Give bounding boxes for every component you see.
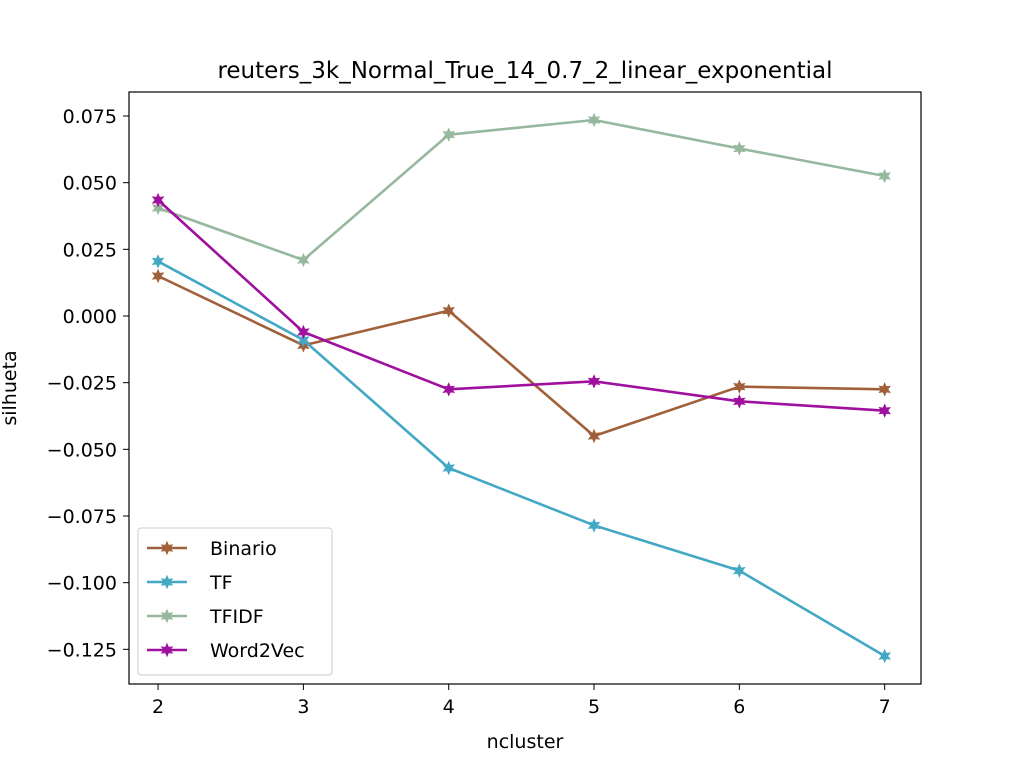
x-axis-label: ncluster <box>487 731 564 753</box>
legend-item-tf: TF <box>147 572 233 594</box>
series-line <box>157 274 885 438</box>
data-point <box>297 252 310 268</box>
data-point <box>878 403 891 418</box>
data-point <box>442 127 455 142</box>
chart-title: reuters_3k_Normal_True_14_0.7_2_linear_e… <box>217 58 832 84</box>
data-point <box>151 254 165 269</box>
data-point <box>151 268 165 284</box>
x-tick-label: 7 <box>879 696 891 718</box>
series-line <box>157 118 885 262</box>
series-word2vec <box>151 192 891 418</box>
y-tick-label: 0.075 <box>63 106 117 128</box>
legend-label: TF <box>209 572 233 594</box>
data-point <box>297 324 310 340</box>
legend-swatch-marker <box>160 574 174 590</box>
y-tick-label: −0.075 <box>47 506 117 528</box>
legend-swatch-marker <box>160 642 174 658</box>
data-point <box>442 303 455 318</box>
data-point <box>151 192 165 208</box>
x-tick-label: 4 <box>443 696 455 718</box>
x-tick-label: 6 <box>733 696 745 718</box>
y-tick-label: −0.050 <box>47 439 117 461</box>
series-tfidf <box>151 112 891 268</box>
series-line <box>157 260 886 658</box>
data-point <box>442 460 455 476</box>
data-point <box>297 332 310 348</box>
legend-box <box>137 527 333 676</box>
legend-swatch-marker <box>160 608 174 624</box>
data-point <box>733 394 746 409</box>
y-tick-label: −0.125 <box>47 639 117 661</box>
legend-label: Binario <box>210 538 277 560</box>
y-tick-label: 0.000 <box>63 306 117 328</box>
legend-swatch-marker <box>160 540 174 556</box>
y-axis-label: silhueta <box>0 350 21 425</box>
legend-item-tfidf: TFIDF <box>147 606 264 628</box>
y-tick-label: −0.100 <box>47 573 117 595</box>
data-point <box>733 563 746 578</box>
data-point <box>587 112 601 128</box>
x-tick-label: 3 <box>297 696 309 718</box>
series-line <box>157 199 885 412</box>
y-tick-label: 0.025 <box>63 239 117 261</box>
legend: Binario TF TFIDF Word2Vec <box>137 527 333 676</box>
data-point <box>587 374 601 389</box>
data-point <box>587 428 601 444</box>
y-tick-label: 0.050 <box>63 173 117 195</box>
data-point <box>442 382 455 397</box>
series-tf <box>151 254 891 664</box>
legend-item-word2vec: Word2Vec <box>147 640 305 662</box>
x-tick-label: 5 <box>588 696 600 718</box>
y-tick-label: −0.025 <box>47 373 117 395</box>
data-point <box>878 648 891 664</box>
data-point <box>733 379 746 394</box>
data-point <box>878 168 891 184</box>
plot-frame <box>128 91 922 685</box>
legend-label: TFIDF <box>209 606 264 628</box>
data-point <box>878 382 891 397</box>
data-point <box>733 141 746 156</box>
legend-item-binario: Binario <box>147 538 277 560</box>
x-tick-label: 2 <box>152 696 164 718</box>
data-point <box>587 518 601 533</box>
legend-label: Word2Vec <box>210 640 305 662</box>
